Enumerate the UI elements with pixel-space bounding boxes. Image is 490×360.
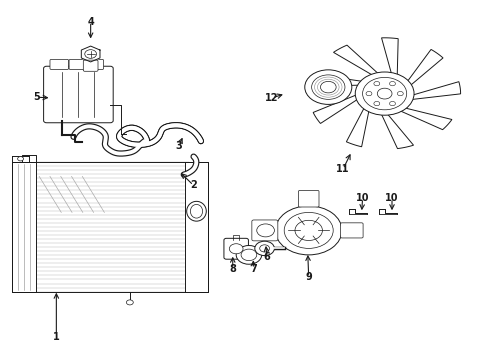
Polygon shape — [412, 82, 461, 99]
Ellipse shape — [190, 204, 203, 218]
FancyBboxPatch shape — [50, 59, 69, 69]
FancyBboxPatch shape — [341, 223, 363, 238]
Polygon shape — [309, 74, 362, 86]
Text: 1: 1 — [53, 332, 60, 342]
Circle shape — [229, 244, 243, 254]
Circle shape — [305, 70, 352, 104]
FancyBboxPatch shape — [252, 220, 278, 241]
Circle shape — [374, 102, 380, 106]
Ellipse shape — [187, 201, 206, 221]
Polygon shape — [379, 209, 397, 214]
Circle shape — [320, 81, 336, 93]
Text: 10: 10 — [385, 193, 399, 203]
Text: 10: 10 — [356, 193, 369, 203]
Circle shape — [363, 77, 407, 110]
FancyBboxPatch shape — [85, 59, 104, 69]
Polygon shape — [400, 108, 452, 130]
Circle shape — [241, 249, 257, 261]
Circle shape — [366, 91, 372, 96]
Circle shape — [374, 81, 380, 86]
Text: 8: 8 — [229, 264, 236, 274]
Polygon shape — [382, 114, 414, 149]
Circle shape — [284, 212, 333, 248]
Text: 9: 9 — [305, 272, 312, 282]
FancyBboxPatch shape — [69, 59, 88, 69]
Circle shape — [257, 224, 274, 237]
Circle shape — [275, 206, 342, 255]
Text: 5: 5 — [33, 92, 40, 102]
Bar — [12, 162, 208, 292]
Polygon shape — [346, 108, 369, 147]
Circle shape — [377, 88, 392, 99]
Circle shape — [390, 102, 395, 106]
FancyBboxPatch shape — [224, 238, 248, 259]
Polygon shape — [334, 45, 378, 75]
Circle shape — [18, 157, 24, 161]
Circle shape — [312, 75, 345, 99]
FancyBboxPatch shape — [44, 66, 113, 123]
Text: 6: 6 — [264, 252, 270, 262]
Bar — [185, 162, 208, 292]
Polygon shape — [408, 49, 443, 85]
Text: 4: 4 — [87, 17, 94, 27]
Circle shape — [355, 72, 414, 115]
Text: 2: 2 — [190, 180, 197, 190]
Text: 12: 12 — [265, 93, 279, 103]
Circle shape — [260, 245, 270, 252]
Polygon shape — [382, 38, 398, 75]
Circle shape — [126, 300, 133, 305]
Polygon shape — [313, 95, 357, 123]
Polygon shape — [81, 46, 100, 62]
Circle shape — [85, 50, 97, 58]
Bar — [12, 162, 36, 292]
Circle shape — [295, 220, 322, 240]
Text: 3: 3 — [175, 141, 182, 151]
Text: 11: 11 — [336, 164, 350, 174]
Polygon shape — [349, 209, 367, 214]
FancyBboxPatch shape — [83, 60, 98, 71]
FancyBboxPatch shape — [298, 190, 319, 207]
Circle shape — [390, 81, 395, 86]
Circle shape — [397, 91, 403, 96]
Text: 7: 7 — [250, 264, 257, 274]
Circle shape — [255, 241, 274, 256]
Circle shape — [236, 246, 262, 264]
